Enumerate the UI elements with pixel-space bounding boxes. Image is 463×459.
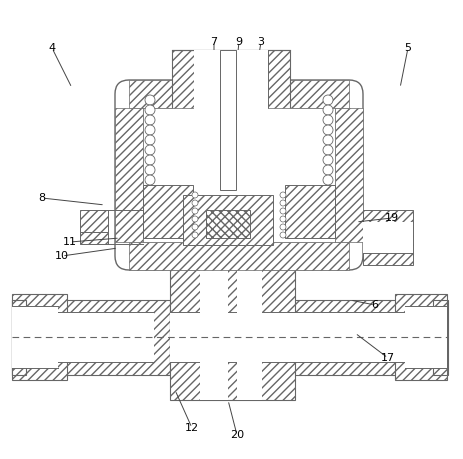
Bar — [129, 80, 348, 108]
Bar — [432, 300, 446, 375]
Circle shape — [279, 192, 285, 198]
Bar — [219, 50, 236, 190]
Circle shape — [322, 165, 332, 175]
Bar — [206, 210, 250, 238]
Circle shape — [144, 175, 155, 185]
Bar — [143, 108, 334, 242]
Bar — [115, 108, 143, 242]
Circle shape — [192, 200, 198, 206]
Text: 10: 10 — [55, 251, 69, 261]
FancyBboxPatch shape — [115, 80, 362, 270]
Circle shape — [279, 216, 285, 222]
Text: 3: 3 — [257, 37, 264, 47]
Text: 7: 7 — [210, 37, 217, 47]
Bar — [194, 190, 225, 265]
Bar — [169, 312, 294, 362]
Bar — [80, 210, 108, 232]
Circle shape — [279, 232, 285, 238]
Bar — [182, 195, 272, 245]
Text: 9: 9 — [235, 37, 242, 47]
Bar — [80, 232, 108, 244]
Bar — [292, 300, 447, 375]
Circle shape — [322, 125, 332, 135]
Circle shape — [144, 155, 155, 165]
Bar — [169, 265, 294, 400]
Circle shape — [192, 216, 198, 222]
Bar — [143, 185, 193, 238]
Text: 8: 8 — [38, 193, 45, 203]
Bar — [230, 190, 259, 265]
Circle shape — [279, 200, 285, 206]
Circle shape — [322, 105, 332, 115]
Text: 20: 20 — [230, 430, 244, 440]
Bar — [12, 300, 169, 375]
Text: 17: 17 — [380, 353, 394, 363]
Bar — [362, 222, 412, 253]
Text: 5: 5 — [404, 43, 411, 53]
Circle shape — [144, 165, 155, 175]
Circle shape — [144, 145, 155, 155]
Bar — [194, 50, 268, 110]
Bar — [172, 50, 289, 110]
Circle shape — [279, 224, 285, 230]
Bar — [404, 306, 446, 368]
Circle shape — [192, 208, 198, 214]
Bar — [200, 190, 225, 265]
Circle shape — [192, 232, 198, 238]
Circle shape — [192, 192, 198, 198]
Circle shape — [144, 125, 155, 135]
Bar — [334, 108, 362, 242]
Bar — [362, 210, 412, 265]
Bar — [12, 306, 58, 368]
Circle shape — [322, 145, 332, 155]
Bar — [234, 190, 257, 265]
Circle shape — [192, 224, 198, 230]
Bar — [284, 185, 334, 238]
Circle shape — [322, 135, 332, 145]
Bar — [292, 312, 434, 362]
Bar — [24, 312, 154, 362]
Circle shape — [144, 115, 155, 125]
Text: 12: 12 — [185, 423, 199, 433]
Bar — [200, 265, 227, 400]
Circle shape — [279, 208, 285, 214]
Text: 6: 6 — [371, 300, 378, 310]
Circle shape — [322, 175, 332, 185]
Bar — [237, 265, 262, 400]
Text: 4: 4 — [48, 43, 56, 53]
Circle shape — [144, 105, 155, 115]
Bar — [394, 294, 446, 380]
Bar — [129, 242, 348, 270]
Circle shape — [322, 95, 332, 105]
Bar — [12, 300, 26, 375]
Bar — [12, 294, 67, 380]
Text: 19: 19 — [384, 213, 398, 223]
Circle shape — [144, 95, 155, 105]
Text: 11: 11 — [63, 237, 77, 247]
Circle shape — [144, 135, 155, 145]
Circle shape — [322, 155, 332, 165]
Circle shape — [322, 115, 332, 125]
